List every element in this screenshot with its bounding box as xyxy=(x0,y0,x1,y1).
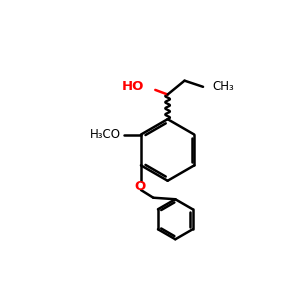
Text: H₃CO: H₃CO xyxy=(90,128,121,141)
Text: HO: HO xyxy=(122,80,145,93)
Text: O: O xyxy=(134,180,146,194)
Text: CH₃: CH₃ xyxy=(212,80,234,92)
